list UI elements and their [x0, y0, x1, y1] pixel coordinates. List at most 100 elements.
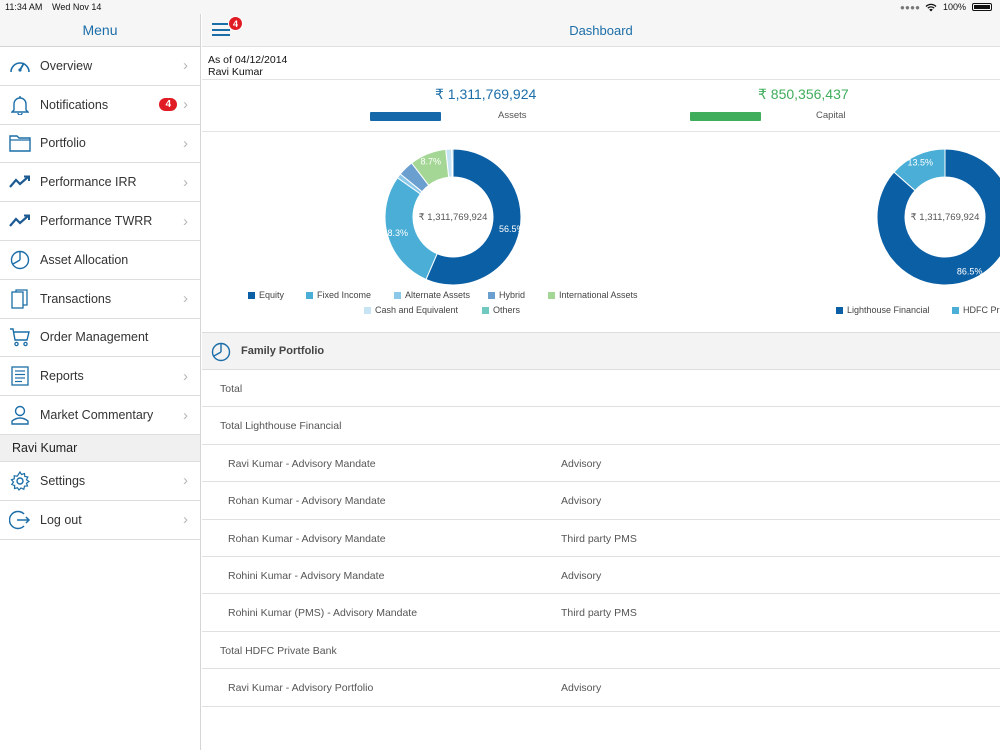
divider [202, 131, 1000, 132]
sidebar-item-order-management[interactable]: Order Management [0, 319, 200, 358]
chevron-right-icon: › [183, 290, 188, 308]
logout-icon [0, 509, 40, 531]
family-portfolio-title: Family Portfolio [241, 345, 325, 357]
row-type: Third party PMS [561, 532, 637, 545]
capital-kpi: ₹ 850,356,437 [758, 86, 888, 103]
cart-icon [0, 327, 40, 347]
trend-up-icon [0, 175, 40, 189]
table-row[interactable]: Total [202, 370, 1000, 408]
slice-label: 56.5% [499, 224, 525, 234]
chevron-right-icon: › [183, 96, 188, 114]
donut-slice[interactable] [893, 148, 946, 192]
status-right: ● ● ● ● 100% [900, 2, 992, 12]
legend-swatch [836, 306, 843, 314]
page-title: Dashboard [569, 23, 633, 38]
trend-up-icon [0, 214, 40, 228]
chevron-right-icon: › [183, 367, 188, 385]
sidebar-item-asset-allocation[interactable]: Asset Allocation [0, 241, 200, 280]
sidebar-item-label: Order Management [40, 330, 149, 345]
sidebar-item-label: Transactions [40, 291, 112, 306]
speedometer-icon [0, 57, 40, 75]
table-row[interactable]: Total HDFC Private Bank [202, 632, 1000, 670]
sidebar-item-transactions[interactable]: Transactions › [0, 280, 200, 319]
legend-item: Alternate Assets [394, 290, 470, 300]
row-type: Advisory [561, 682, 602, 695]
client-name: Ravi Kumar [208, 66, 263, 78]
main-content: 4 Dashboard As of 04/12/2014 Ravi Kumar … [202, 14, 1000, 750]
assets-kpi: ₹ 1,311,769,924 [435, 86, 565, 103]
sidebar-item-label: Performance IRR [40, 175, 137, 190]
legend-item: Others [482, 305, 520, 315]
row-name: Total HDFC Private Bank [220, 644, 337, 657]
sidebar-item-label: Performance TWRR [40, 214, 153, 229]
slice-label: 28.3% [382, 228, 408, 238]
legend-swatch [548, 291, 555, 299]
donut-slice[interactable] [425, 148, 522, 286]
donut-center-label: ₹ 1,311,769,924 [911, 212, 980, 223]
gear-icon [0, 470, 40, 491]
sidebar-item-performance-twrr[interactable]: Performance TWRR › [0, 202, 200, 241]
legend-swatch [482, 306, 489, 314]
table-row[interactable]: Rohini Kumar (PMS) - Advisory Mandate Thi… [202, 594, 1000, 632]
pie-chart-icon [0, 250, 40, 270]
hamburger-menu-icon[interactable] [212, 23, 230, 39]
battery-icon [972, 3, 992, 11]
sidebar-user-section: Ravi Kumar [0, 434, 200, 462]
table-row[interactable]: Rohini Kumar - Advisory Mandate Advisory [202, 557, 1000, 595]
sidebar-item-performance-irr[interactable]: Performance IRR › [0, 163, 200, 203]
legend-item: HDFC Pri [952, 305, 1000, 315]
sidebar-item-notifications[interactable]: Notifications 4 › [0, 86, 200, 125]
status-bar: 11:34 AM Wed Nov 14 ● ● ● ● 100% [0, 0, 1000, 14]
row-type: Advisory [561, 495, 602, 508]
chevron-right-icon: › [183, 472, 188, 490]
assets-bar-fill [370, 112, 441, 121]
sidebar-item-label: Reports [40, 369, 84, 384]
documents-icon [0, 289, 40, 309]
legend-item: Hybrid [488, 290, 525, 300]
slice-label: 13.5% [908, 157, 934, 167]
table-row[interactable]: Rohan Kumar - Advisory Mandate Third part… [202, 520, 1000, 557]
menu-badge: 4 [228, 16, 243, 31]
notification-badge: 4 [159, 98, 177, 112]
capital-label: Capital [816, 110, 846, 121]
sidebar-item-reports[interactable]: Reports › [0, 357, 200, 397]
user-icon [0, 405, 40, 425]
table-row[interactable]: Ravi Kumar - Advisory Portfolio Advisory [202, 669, 1000, 707]
sidebar: Menu Overview › Notifications 4 › Portfo… [0, 14, 201, 750]
sidebar-item-label: Portfolio [40, 136, 86, 151]
table-row[interactable]: Ravi Kumar - Advisory Mandate Advisory [202, 445, 1000, 483]
legend-item: International Assets [548, 290, 638, 300]
row-name: Ravi Kumar - Advisory Mandate [228, 457, 376, 470]
as-of-block: As of 04/12/2014 Ravi Kumar [208, 54, 287, 78]
row-name: Total Lighthouse Financial [220, 420, 342, 433]
table-row[interactable]: Rohan Kumar - Advisory Mandate Advisory [202, 482, 1000, 520]
top-bar: 4 Dashboard [202, 14, 1000, 47]
row-type: Advisory [561, 457, 602, 470]
row-name: Total [220, 383, 243, 395]
battery-percent: 100% [942, 2, 966, 12]
pie-chart-icon [211, 342, 231, 362]
assets-value: ₹ 1,311,769,924 [435, 86, 537, 102]
assets-label: Assets [498, 110, 527, 121]
chevron-right-icon: › [183, 134, 188, 152]
divider [202, 79, 1000, 80]
sidebar-item-label: Market Commentary [40, 408, 154, 423]
row-name: Rohan Kumar - Advisory Mandate [228, 532, 386, 545]
sidebar-item-overview[interactable]: Overview › [0, 47, 200, 86]
sidebar-item-portfolio[interactable]: Portfolio › [0, 125, 200, 164]
row-name: Rohini Kumar (PMS) - Advisory Mandate [228, 607, 418, 620]
table-row[interactable]: Total Lighthouse Financial [202, 407, 1000, 445]
sidebar-item-logout[interactable]: Log out › [0, 501, 200, 540]
capital-bar-fill [690, 112, 761, 121]
custodian-donut-chart: 86.5% 13.5% ₹ 1,311,769,924 [876, 148, 1000, 286]
row-type: Advisory [561, 570, 602, 582]
donut-slice[interactable] [451, 148, 454, 178]
asset-class-donut-chart: 56.5% 28.3% 8.7% ₹ 1,311,769,924 [382, 148, 525, 286]
sidebar-item-settings[interactable]: Settings › [0, 462, 200, 501]
donut-slice[interactable] [876, 148, 1000, 286]
legend-swatch [306, 291, 313, 299]
legend-swatch [394, 291, 401, 299]
family-portfolio-header[interactable]: Family Portfolio [202, 332, 1000, 370]
legend-item: Equity [248, 290, 284, 300]
sidebar-item-market-commentary[interactable]: Market Commentary › [0, 396, 200, 435]
